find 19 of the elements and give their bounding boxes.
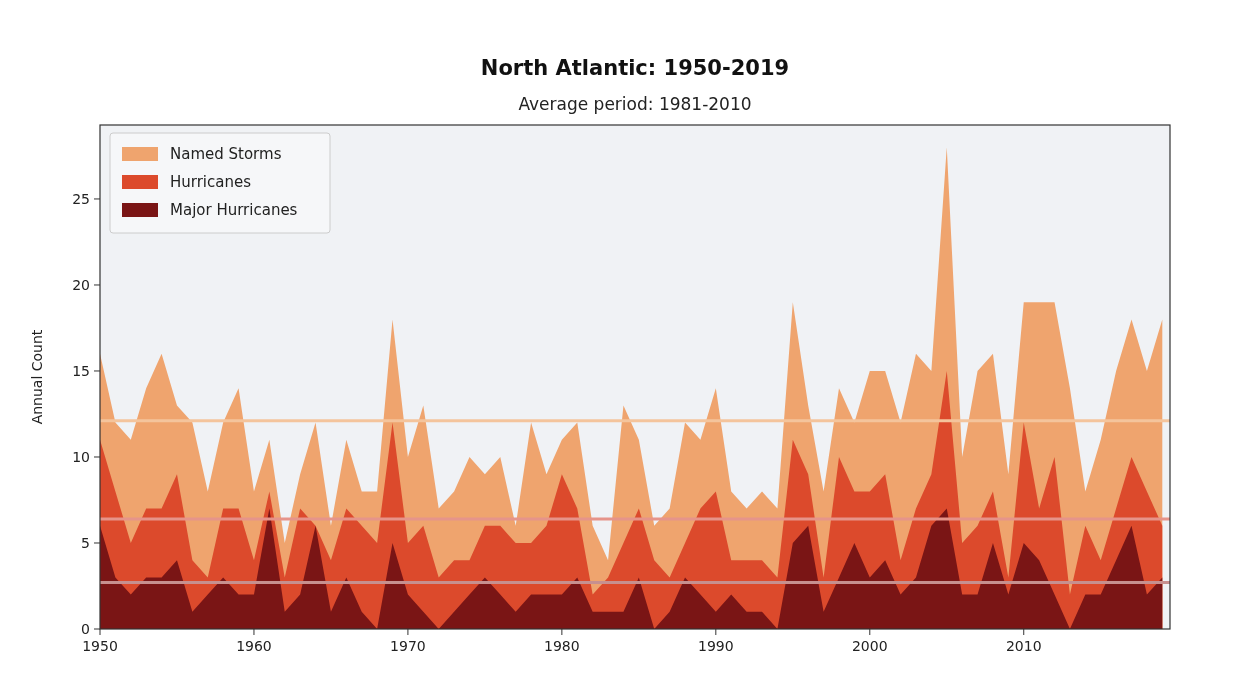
legend-label: Major Hurricanes bbox=[170, 201, 298, 219]
y-tick-label: 5 bbox=[81, 534, 90, 551]
y-tick-label: 15 bbox=[72, 362, 90, 379]
chart-title: North Atlantic: 1950-2019 bbox=[480, 56, 790, 80]
x-tick-label: 1990 bbox=[698, 638, 734, 654]
legend-label: Hurricanes bbox=[170, 173, 252, 191]
x-tick-label: 1980 bbox=[544, 638, 580, 654]
y-tick-label: 0 bbox=[81, 621, 90, 637]
x-tick-label: 2000 bbox=[851, 638, 888, 654]
x-tick-label: 1950 bbox=[82, 638, 118, 654]
chart-subtitle: Average period: 1981-2010 bbox=[518, 94, 752, 114]
x-tick-label: 2010 bbox=[1005, 638, 1042, 654]
y-tick-label: 10 bbox=[72, 448, 90, 465]
y-axis-title: Annual Count bbox=[29, 329, 45, 425]
y-tick-label: 20 bbox=[72, 276, 90, 293]
x-tick-label: 1970 bbox=[390, 638, 426, 654]
legend-label: Named Storms bbox=[170, 145, 282, 163]
x-tick-label: 1960 bbox=[236, 638, 272, 654]
y-tick-label: 25 bbox=[72, 190, 90, 207]
